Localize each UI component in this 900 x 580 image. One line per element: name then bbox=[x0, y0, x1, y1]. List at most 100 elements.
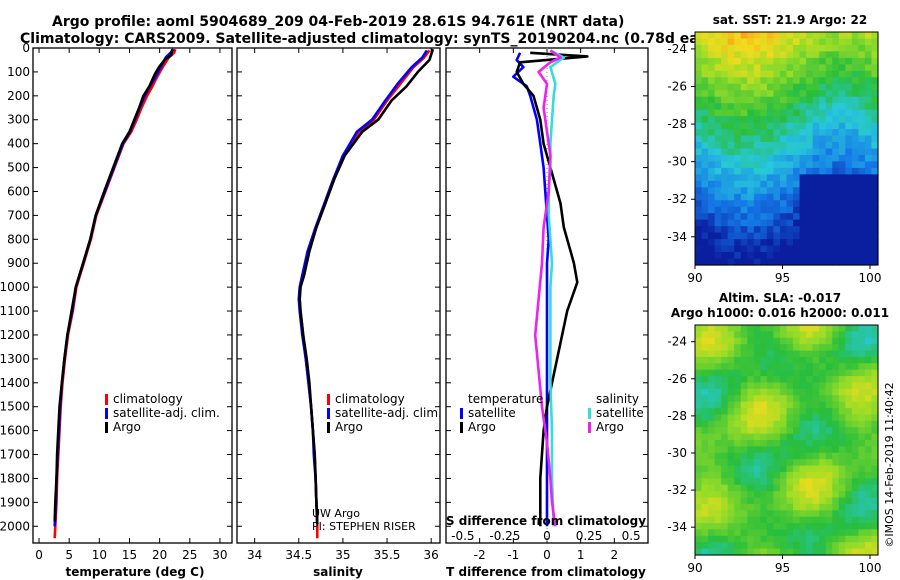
ytick-label: 1700 bbox=[0, 448, 30, 462]
map-cell bbox=[773, 252, 781, 260]
map-cell bbox=[812, 529, 820, 537]
map-cell bbox=[871, 161, 879, 169]
map-cell bbox=[714, 503, 722, 511]
map-cell bbox=[714, 154, 722, 163]
map-cell bbox=[734, 135, 742, 143]
map-cell bbox=[766, 427, 775, 435]
map-cell bbox=[721, 363, 729, 371]
map-cell bbox=[695, 376, 703, 384]
map-cell bbox=[740, 122, 748, 130]
map-cell bbox=[819, 535, 827, 543]
map-cell bbox=[845, 344, 853, 352]
map-cell bbox=[832, 32, 840, 40]
map-cell bbox=[799, 427, 807, 435]
map-cell bbox=[747, 213, 755, 221]
map-cell bbox=[786, 154, 794, 163]
map-cell bbox=[864, 401, 873, 409]
map-cell bbox=[727, 70, 735, 78]
map-cell bbox=[864, 459, 873, 467]
map-cell bbox=[695, 116, 703, 124]
map-cell bbox=[721, 232, 729, 240]
map-cell bbox=[695, 523, 703, 531]
salinity-xlabel: salinity bbox=[313, 565, 363, 579]
map-cell bbox=[871, 51, 879, 59]
map-cell bbox=[766, 376, 775, 384]
map-cell bbox=[793, 414, 801, 422]
map-cell bbox=[851, 548, 859, 556]
map-cell bbox=[851, 142, 859, 150]
map-cell bbox=[838, 376, 846, 384]
map-cell bbox=[734, 187, 742, 195]
map-cell bbox=[779, 337, 788, 345]
map-cell bbox=[864, 516, 873, 524]
map-cell bbox=[708, 516, 716, 524]
map-cell bbox=[864, 64, 873, 72]
map-cell bbox=[838, 258, 846, 266]
map-cell bbox=[714, 548, 722, 556]
map-cell bbox=[695, 167, 703, 175]
map-cell bbox=[864, 325, 873, 332]
map-cell bbox=[753, 420, 761, 428]
map-cell bbox=[708, 129, 716, 137]
map-cell bbox=[793, 356, 801, 364]
map-cell bbox=[695, 122, 703, 130]
map-cell bbox=[753, 510, 761, 518]
map-cell bbox=[760, 465, 768, 473]
map-cell bbox=[838, 408, 846, 416]
map-cell bbox=[766, 510, 775, 518]
map-cell bbox=[864, 258, 873, 266]
map-cell bbox=[734, 542, 742, 550]
map-cell bbox=[806, 542, 814, 550]
map-cell bbox=[727, 174, 735, 182]
map-cell bbox=[734, 516, 742, 524]
map-cell bbox=[845, 77, 853, 85]
map-cell bbox=[708, 122, 716, 130]
map-cell bbox=[747, 38, 755, 46]
map-cell bbox=[747, 356, 755, 364]
map-cell bbox=[766, 382, 775, 390]
map-cell bbox=[721, 369, 729, 377]
map-cell bbox=[714, 376, 722, 384]
map-cell bbox=[740, 252, 748, 260]
map-cell bbox=[812, 116, 820, 124]
map-cell bbox=[838, 161, 846, 169]
map-cell bbox=[753, 103, 761, 111]
map-cell bbox=[734, 122, 742, 130]
map-cell bbox=[760, 369, 768, 377]
map-cell bbox=[727, 38, 735, 46]
map-cell bbox=[708, 70, 716, 78]
map-cell bbox=[871, 401, 879, 409]
map-cell bbox=[760, 96, 768, 104]
map-cell bbox=[851, 344, 859, 352]
map-cell bbox=[812, 226, 820, 234]
map-cell bbox=[858, 70, 866, 78]
map-cell bbox=[701, 122, 709, 130]
map-cell bbox=[864, 77, 873, 85]
map-cell bbox=[819, 459, 827, 467]
map-cell bbox=[806, 161, 814, 169]
map-cell bbox=[838, 484, 846, 492]
map-cell bbox=[851, 200, 859, 208]
map-cell bbox=[766, 154, 775, 163]
map-cell bbox=[825, 167, 833, 175]
map-cell bbox=[747, 401, 755, 409]
map-cell bbox=[832, 478, 840, 486]
map-cell bbox=[753, 193, 761, 201]
map-cell bbox=[721, 129, 729, 137]
map-cell bbox=[819, 167, 827, 175]
map-cell bbox=[838, 395, 846, 403]
map-cell bbox=[779, 116, 788, 124]
map-cell bbox=[806, 167, 814, 175]
map-cell bbox=[799, 414, 807, 422]
map-cell bbox=[786, 200, 794, 208]
map-cell bbox=[858, 154, 866, 163]
map-cell bbox=[786, 245, 794, 253]
map-cell bbox=[760, 239, 768, 247]
map-cell bbox=[747, 226, 755, 234]
map-cell bbox=[845, 395, 853, 403]
map-cell bbox=[714, 497, 722, 505]
map-cell bbox=[812, 542, 820, 550]
map-cell bbox=[793, 206, 801, 214]
map-cell bbox=[825, 193, 833, 201]
map-cell bbox=[734, 213, 742, 221]
